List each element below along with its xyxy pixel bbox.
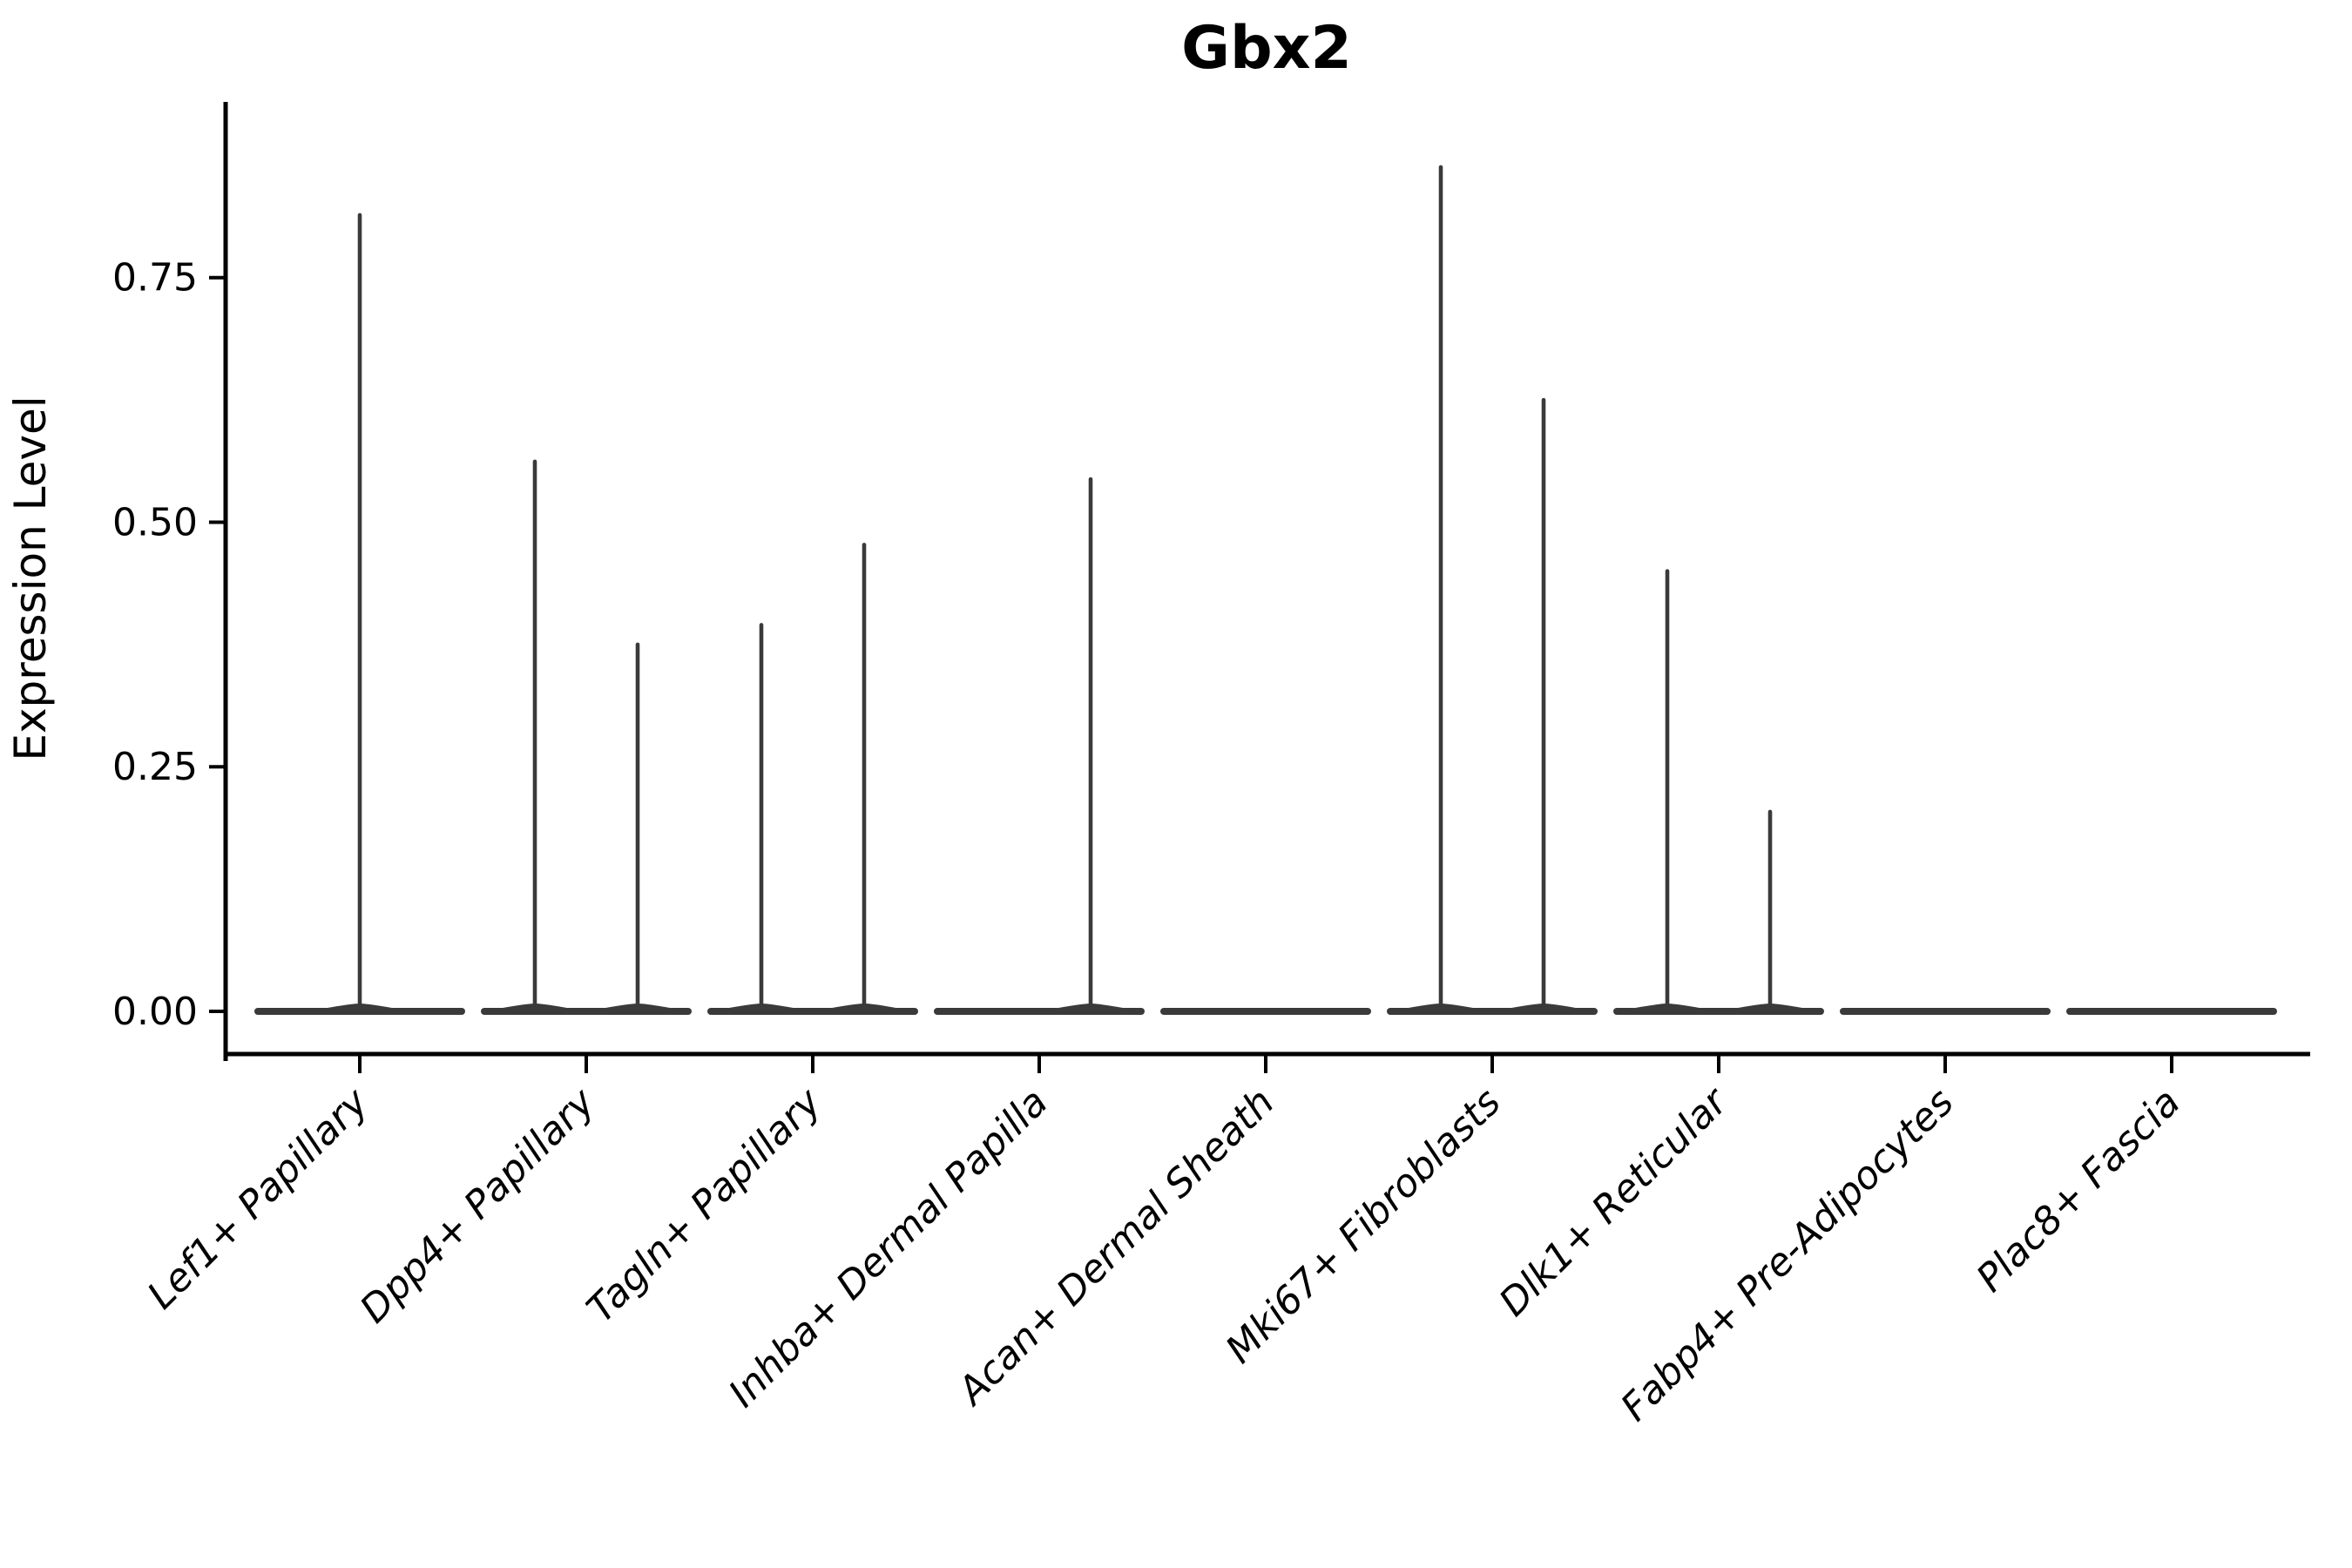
violin-spike: [759, 623, 764, 1011]
violin-spike: [862, 543, 867, 1011]
y-tick-label: 0.75: [112, 256, 198, 301]
chart-title: Gbx2: [1181, 14, 1352, 83]
violin-spike: [1767, 809, 1773, 1011]
x-tick-label: Lef1+ Papillary: [139, 1079, 378, 1318]
x-tick-label: Dpp4+ Papillary: [352, 1079, 605, 1332]
x-tick-label: Plac8+ Fascia: [1968, 1080, 2188, 1301]
y-tick-label: 0.25: [112, 745, 198, 789]
violin-base: [1840, 1008, 2051, 1015]
violin-spike: [1438, 165, 1443, 1012]
violin-base: [1160, 1008, 1371, 1015]
y-tick-label: 0.00: [112, 990, 198, 1034]
y-axis-label: Expression Level: [5, 395, 56, 760]
violin-spike: [1088, 476, 1093, 1011]
x-tick-label: Tagln+ Papillary: [578, 1079, 830, 1331]
violin-spike: [1665, 569, 1670, 1011]
y-tick-label: 0.50: [112, 500, 198, 544]
violin-spike: [1541, 397, 1546, 1011]
x-tick-label: Dlk1+ Reticular: [1490, 1078, 1737, 1325]
violin-spike: [532, 459, 537, 1011]
violin-base: [2066, 1008, 2277, 1015]
violin-spike: [635, 642, 640, 1011]
violin-spike: [357, 213, 362, 1011]
